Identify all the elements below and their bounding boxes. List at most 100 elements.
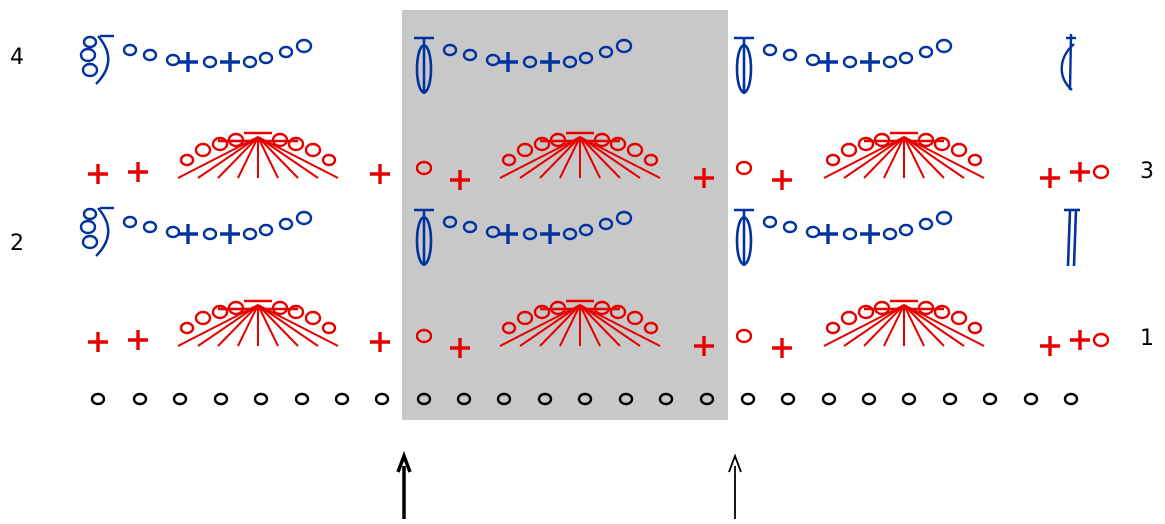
fan-stem-line — [257, 304, 319, 347]
chain-stitch-symbol — [258, 51, 274, 65]
chain-stitch-symbol — [842, 55, 858, 69]
chain-stitch-symbol — [485, 53, 501, 67]
fan-stem-line — [519, 304, 581, 347]
chain-stitch-symbol — [840, 310, 858, 326]
chain-stitch-symbol — [295, 38, 313, 54]
chain-stitch-symbol — [857, 304, 875, 320]
fan-stem-line — [237, 136, 259, 179]
repeat-arrows — [396, 451, 742, 519]
chain-stitch-symbol — [537, 392, 553, 406]
fan-stem-line — [257, 136, 339, 179]
chain-stitch-symbol — [294, 392, 310, 406]
chain-stitch-symbol — [609, 136, 627, 152]
fan-stem-line — [903, 304, 965, 347]
chain-stitch-symbol — [1023, 392, 1039, 406]
chain-stitch-symbol — [304, 142, 322, 158]
chain-stitch-symbol — [79, 219, 97, 235]
chain-stitch-symbol — [82, 35, 98, 49]
fan-stem-line — [559, 304, 581, 347]
fan-stem-line — [903, 136, 945, 179]
chain-stitch-symbol — [522, 227, 538, 241]
chain-stitch-symbol — [598, 217, 614, 231]
chain-stitch-symbol — [278, 45, 294, 59]
chain-stitch-symbol — [522, 55, 538, 69]
end-stitch-stem — [1066, 209, 1072, 267]
chain-stitch-symbol — [609, 304, 627, 320]
fan-stem-line — [579, 136, 621, 179]
chain-stitch-symbol — [821, 392, 837, 406]
chain-stitch-symbol — [917, 132, 935, 148]
fan-stem-line — [539, 304, 581, 347]
chain-stitch-symbol — [202, 227, 218, 241]
chain-stitch-symbol — [967, 153, 983, 167]
single-crochet-symbol — [128, 162, 148, 182]
chain-stitch-symbol — [227, 300, 245, 316]
chain-stitch-symbol — [898, 51, 914, 65]
chain-stitch-symbol — [805, 53, 821, 67]
chain-stitch-symbol — [516, 142, 534, 158]
single-crochet-symbol — [88, 164, 108, 184]
chain-stitch-symbol — [533, 304, 551, 320]
fan-stem-line — [539, 136, 581, 179]
chain-stitch-symbol — [882, 227, 898, 241]
single-crochet-symbol — [370, 164, 390, 184]
fan-stem-line — [197, 136, 259, 179]
chain-stitch-symbol — [442, 43, 458, 57]
single-crochet-symbol — [1070, 330, 1090, 350]
chain-stitch-symbol — [840, 142, 858, 158]
single-crochet-symbol — [370, 332, 390, 352]
single-crochet-symbol — [498, 52, 518, 72]
single-crochet-symbol — [88, 332, 108, 352]
repeat-arrow-head — [396, 451, 412, 473]
chain-stitch-symbol — [950, 142, 968, 158]
chain-stitch-symbol — [194, 310, 212, 326]
chain-stitch-symbol — [578, 223, 594, 237]
fan-stem-line — [499, 136, 581, 179]
fan-stem-line — [177, 136, 259, 179]
chain-stitch-symbol — [918, 45, 934, 59]
chain-stitch-symbol — [805, 225, 821, 239]
chain-stitch-symbol — [898, 223, 914, 237]
single-crochet-symbol — [540, 52, 560, 72]
chain-stitch-symbol — [549, 132, 567, 148]
chain-stitch-symbol — [516, 310, 534, 326]
single-crochet-symbol — [1040, 168, 1060, 188]
chain-stitch-symbol — [593, 132, 611, 148]
fan-stem-line — [217, 136, 259, 179]
fan-stem-line — [257, 136, 319, 179]
single-crochet-symbol — [818, 224, 838, 244]
chain-stitch-symbol — [271, 300, 289, 316]
cluster-stitch-symbol — [734, 36, 754, 94]
fan-stem-line — [843, 136, 905, 179]
fan-stem-line — [197, 304, 259, 347]
chain-stitch-symbol — [598, 45, 614, 59]
chain-stitch-symbol — [615, 210, 633, 226]
chain-stitch-symbol — [873, 132, 891, 148]
chain-stitch-symbol — [81, 62, 99, 78]
single-crochet-symbol — [772, 170, 792, 190]
row-label-1: 1 — [1140, 326, 1154, 351]
single-crochet-symbol — [450, 338, 470, 358]
chain-stitch-symbol — [122, 215, 138, 229]
single-crochet-symbol — [450, 170, 470, 190]
chain-stitch-symbol — [416, 392, 432, 406]
cluster-loop — [735, 215, 753, 266]
fan-stem-line — [903, 136, 965, 179]
chain-stitch-symbol — [549, 300, 567, 316]
fan-stem-line — [237, 304, 259, 347]
chain-stitch-symbol — [211, 304, 229, 320]
single-crochet-symbol — [1070, 162, 1090, 182]
chain-stitch-symbol — [882, 55, 898, 69]
pattern-repeat-band — [402, 10, 728, 420]
chain-stitch-symbol — [643, 153, 659, 167]
chain-stitch-symbol — [179, 321, 195, 335]
row-label-4: 4 — [10, 45, 24, 70]
chain-stitch-symbol — [699, 392, 715, 406]
chain-stitch-symbol — [1092, 164, 1110, 180]
chain-stitch-symbol — [321, 321, 337, 335]
end-stitch-loop — [1060, 43, 1075, 91]
chain-stitch-symbol — [258, 223, 274, 237]
fan-stem-line — [579, 304, 641, 347]
fan-stem-line — [257, 304, 279, 347]
